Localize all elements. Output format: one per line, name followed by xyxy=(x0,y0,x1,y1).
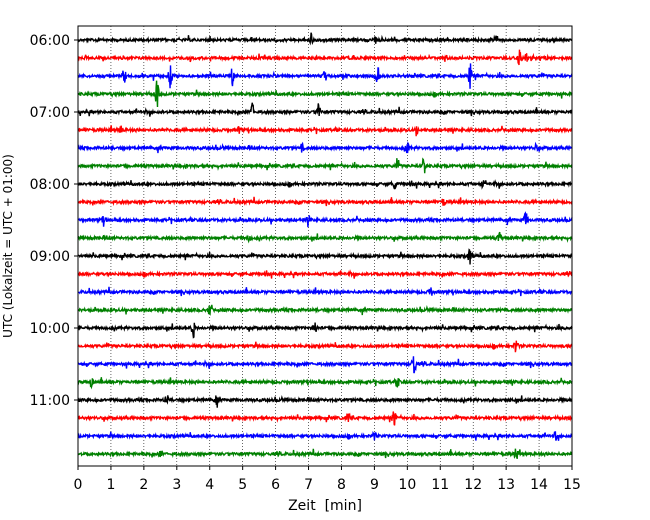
plot-frame xyxy=(77,25,573,467)
trace-0745 xyxy=(77,157,573,174)
y-axis-ticks: 06:00 07:00 08:00 09:00 10:00 11:00 xyxy=(30,33,78,409)
trace-0830 xyxy=(77,211,573,228)
trace-0945 xyxy=(77,304,573,316)
x-tick-label: 13 xyxy=(497,477,515,493)
y-tick-label: 09:00 xyxy=(30,249,70,265)
x-tick-label: 15 xyxy=(563,477,581,493)
trace-0630 xyxy=(77,63,573,89)
trace-1115 xyxy=(77,411,573,426)
trace-1145 xyxy=(77,448,573,459)
y-tick-label: 10:00 xyxy=(30,321,70,337)
trace-0800 xyxy=(77,179,573,190)
x-tick-label: 1 xyxy=(106,477,115,493)
x-tick-label: 11 xyxy=(431,477,449,493)
x-tick-label: 2 xyxy=(139,477,148,493)
x-tick-label: 3 xyxy=(172,477,181,493)
x-tick-label: 0 xyxy=(74,477,83,493)
x-tick-label: 7 xyxy=(304,477,313,493)
trace-group xyxy=(77,32,573,459)
trace-0915 xyxy=(77,269,573,279)
x-tick-label: 6 xyxy=(271,477,280,493)
x-tick-label: 9 xyxy=(370,477,379,493)
y-tick-label: 06:00 xyxy=(30,33,70,49)
x-tick-label: 5 xyxy=(238,477,247,493)
trace-0645 xyxy=(77,80,573,107)
x-tick-label: 4 xyxy=(205,477,214,493)
trace-1100 xyxy=(77,395,573,408)
trace-0815 xyxy=(77,196,573,207)
trace-0900 xyxy=(77,248,573,265)
trace-1130 xyxy=(77,430,573,441)
trace-0600 xyxy=(77,32,573,46)
trace-1030 xyxy=(77,356,573,374)
x-tick-label: 8 xyxy=(337,477,346,493)
x-tick-label: 10 xyxy=(398,477,416,493)
plot-background xyxy=(78,26,572,466)
x-tick-label: 12 xyxy=(464,477,482,493)
x-axis-label: Zeit [min] xyxy=(288,498,362,514)
trace-1015 xyxy=(77,340,573,353)
trace-0715 xyxy=(77,125,573,137)
y-tick-label: 11:00 xyxy=(30,393,70,409)
trace-1045 xyxy=(77,377,573,390)
x-axis-ticks: 0 1 2 3 4 5 6 7 8 9 10 11 12 13 14 15 xyxy=(74,466,581,493)
trace-0845 xyxy=(77,231,573,244)
trace-0700 xyxy=(77,102,573,117)
y-axis-label: UTC (Lokalzeit = UTC + 01:00) xyxy=(1,154,15,338)
trace-0615 xyxy=(77,49,573,66)
trace-0730 xyxy=(77,141,573,154)
y-tick-label: 08:00 xyxy=(30,177,70,193)
vertical-gridlines xyxy=(110,26,540,466)
x-tick-label: 14 xyxy=(530,477,548,493)
y-tick-label: 07:00 xyxy=(30,105,70,121)
trace-0930 xyxy=(77,286,573,297)
trace-1000 xyxy=(77,322,573,339)
